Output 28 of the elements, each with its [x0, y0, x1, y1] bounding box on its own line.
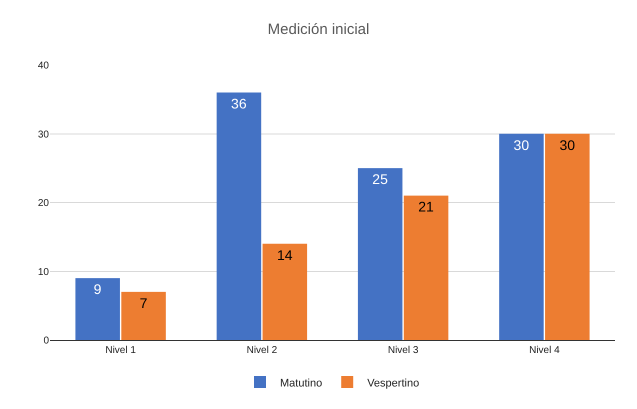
y-tick-label: 40	[38, 60, 50, 72]
data-label: 36	[231, 96, 247, 112]
data-label: 14	[276, 246, 293, 263]
y-tick-label: 10	[38, 266, 50, 278]
y-tick-label: 0	[43, 336, 50, 346]
bar	[262, 244, 308, 340]
data-label: 7	[140, 294, 148, 311]
bar	[121, 292, 166, 340]
data-label: 21	[418, 198, 434, 215]
bar	[358, 168, 402, 340]
bar	[75, 278, 120, 340]
bar	[216, 92, 262, 340]
x-tick-label: Nivel 4	[529, 345, 560, 356]
y-tick-label: 20	[38, 198, 50, 209]
data-label: 9	[94, 281, 102, 298]
bar	[499, 134, 544, 340]
bar	[545, 134, 590, 340]
data-label: 25	[372, 171, 388, 188]
legend-label: Vespertino	[367, 377, 420, 390]
data-label: 30	[514, 136, 530, 153]
x-tick-label: Nivel 2	[246, 345, 278, 356]
y-tick-label: 30	[38, 129, 50, 140]
chart-title: Medición inicial	[268, 20, 370, 38]
legend-label: Matutino	[280, 377, 322, 390]
data-label: 30	[559, 136, 576, 153]
x-tick-label: Nivel 1	[105, 345, 136, 356]
x-tick-label: Nivel 3	[388, 345, 419, 356]
bar	[404, 196, 448, 340]
